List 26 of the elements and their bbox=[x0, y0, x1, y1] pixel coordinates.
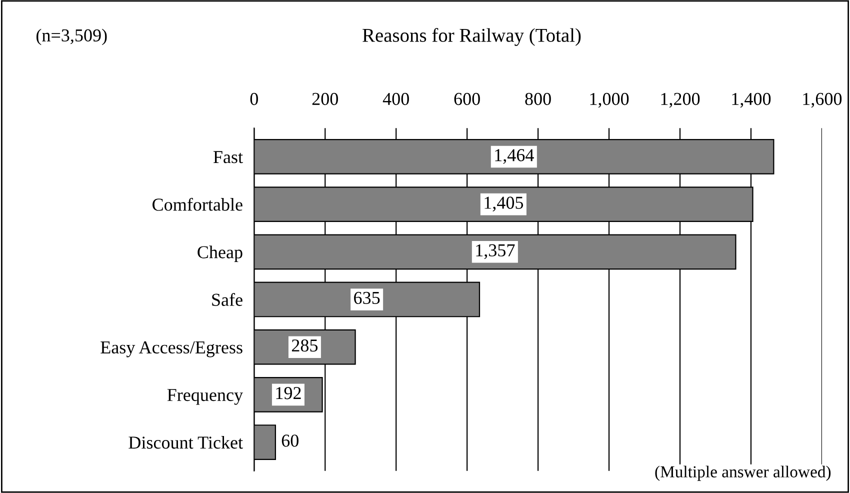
y-tick-label: Cheap bbox=[198, 246, 242, 262]
x-tick-label: 600 bbox=[454, 92, 480, 106]
data-label: 1,357 bbox=[476, 244, 515, 260]
y-tick-label: Fast bbox=[213, 151, 243, 164]
data-label: 635 bbox=[354, 292, 380, 304]
y-tick-label: Easy Access/Egress bbox=[100, 341, 242, 358]
annotation: (Multiple answer allowed) bbox=[655, 466, 831, 481]
x-tick-label: 800 bbox=[525, 92, 551, 106]
data-label: 60 bbox=[282, 434, 298, 447]
data-label: 1,464 bbox=[495, 149, 534, 164]
data-label: 192 bbox=[276, 387, 301, 400]
data-label: 285 bbox=[292, 339, 318, 352]
y-tick-label: Discount Ticket bbox=[128, 436, 243, 449]
y-tick-label: Frequency bbox=[167, 389, 243, 405]
data-label: 1,405 bbox=[484, 196, 524, 212]
y-tick-label: Comfortable bbox=[152, 198, 242, 211]
chart-title: Reasons for Railway (Total) bbox=[362, 28, 581, 46]
text: (n=3,509) bbox=[36, 28, 107, 46]
y-tick-label: Safe bbox=[212, 293, 242, 306]
x-tick-label: 1,600 bbox=[803, 92, 842, 108]
x-tick-label: 200 bbox=[312, 92, 338, 106]
x-tick-label: 1,200 bbox=[661, 92, 700, 108]
x-tick-label: 400 bbox=[382, 92, 409, 106]
x-tick-label: 0 bbox=[250, 92, 258, 106]
x-tick-label: 1,000 bbox=[590, 92, 629, 108]
x-tick-label: 1,400 bbox=[732, 92, 771, 108]
